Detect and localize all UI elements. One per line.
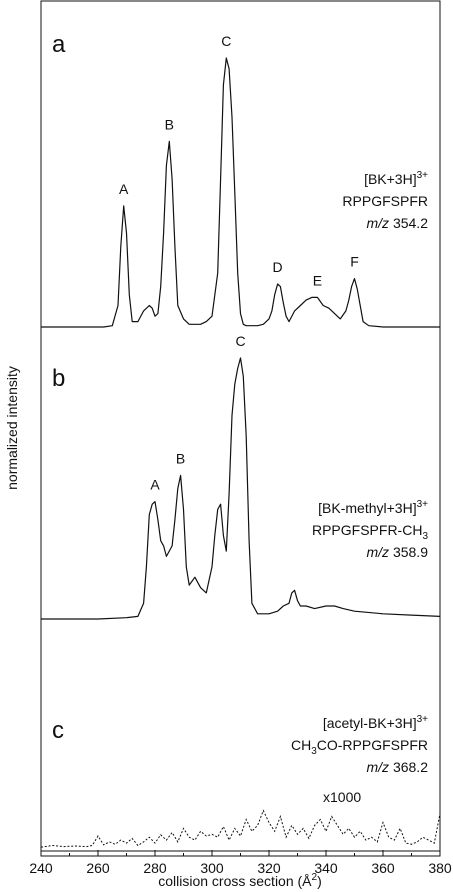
y-axis-title: normalized intensity: [4, 366, 20, 490]
panel-c-sequence: CH3CO-RPPGFSPFR: [291, 737, 428, 757]
panel-a-peak-labels: A B C D E F: [119, 33, 359, 288]
x-tick-label: 320: [257, 860, 281, 876]
x-tick-label: 360: [371, 860, 395, 876]
peak-label-e: E: [313, 272, 322, 288]
x-tick-label: 380: [428, 860, 452, 876]
x-tick-label: 300: [200, 860, 224, 876]
x-tick-label: 280: [143, 860, 167, 876]
panel-c-scale-label: x1000: [323, 789, 361, 805]
panel-c-mz: m/z 368.2: [367, 759, 429, 775]
peak-label-f: F: [350, 254, 359, 270]
panel-b-mz: m/z 358.9: [367, 544, 429, 560]
peak-label-b: B: [165, 116, 174, 132]
x-tick-label: 240: [29, 860, 53, 876]
panel-a-trace: [41, 57, 440, 328]
peak-label-a: A: [119, 181, 129, 197]
panel-letter-c: c: [52, 717, 64, 744]
panel-a-ion-label: [BK+3H]3+: [364, 170, 428, 187]
peak-label-c: C: [221, 33, 231, 49]
x-axis-title: collision cross section (Å2): [158, 872, 322, 889]
peak-label-d: D: [273, 259, 283, 275]
x-tick-label: 340: [314, 860, 338, 876]
peak-label-b: B: [176, 450, 185, 466]
peak-label-c: C: [235, 333, 245, 349]
panel-b-trace: [41, 357, 441, 620]
panel-letter-a: a: [52, 31, 66, 58]
peak-label-a: A: [150, 477, 160, 493]
panel-letter-b: b: [52, 365, 65, 392]
x-axis: 240 260 280 300 320 340 360 380: [29, 850, 452, 876]
panel-a-mz: m/z 354.2: [367, 215, 429, 231]
panel-b-ion-label: [BK-methyl+3H]3+: [318, 499, 428, 516]
panel-c-trace: [40, 809, 441, 848]
panel-a-sequence: RPPGFSPFR: [342, 193, 428, 209]
panel-b-sequence: RPPGFSPFR-CH3: [312, 522, 428, 542]
panel-c-ion-label: [acetyl-BK+3H]3+: [323, 714, 428, 731]
x-tick-label: 260: [86, 860, 110, 876]
panel-b-peak-labels: AB C: [150, 333, 245, 493]
